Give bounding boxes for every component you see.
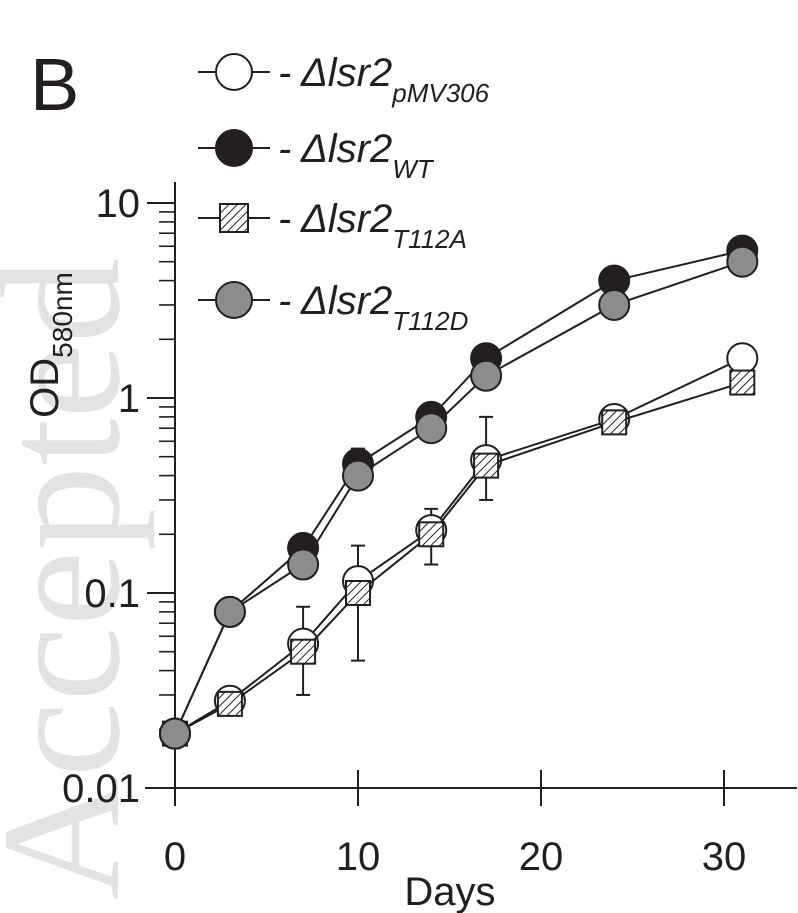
- x-tick-label: 10: [336, 835, 381, 879]
- legend-name: lsr2: [328, 279, 392, 323]
- legend-label: - Δlsr2pMV306: [278, 51, 490, 108]
- series-T112D: [159, 245, 759, 750]
- legend-item-pMV306: - Δlsr2pMV306: [198, 51, 490, 108]
- legend-name: lsr2: [328, 197, 392, 241]
- x-tick-label: 0: [164, 835, 186, 879]
- legend-prefix: - Δ: [278, 51, 328, 95]
- data-point: [159, 717, 191, 750]
- legend-marker: [215, 129, 253, 167]
- legend: - Δlsr2pMV306- Δlsr2WT- Δlsr2T112A- Δlsr…: [198, 51, 490, 336]
- plot-area: [159, 234, 759, 750]
- data-point: [598, 288, 631, 321]
- data-point: [342, 459, 374, 492]
- legend-subscript: pMV306: [391, 78, 489, 108]
- axes: 0.01 0.1 1 10 0 10 20 30: [62, 182, 797, 879]
- legend-prefix: - Δ: [278, 127, 328, 171]
- legend-marker: [215, 53, 253, 91]
- series-pMV306: [159, 342, 759, 750]
- y-axis-label: OD580nm: [23, 272, 78, 418]
- series-line: [174, 249, 743, 735]
- y-tick-label: 0.1: [84, 572, 140, 616]
- series-line: [174, 381, 743, 735]
- watermark: Accepted: [0, 258, 155, 900]
- x-tick-label: 30: [702, 835, 747, 879]
- data-point: [415, 412, 448, 445]
- data-point: [726, 245, 759, 278]
- data-point: [345, 580, 371, 606]
- data-point: [470, 359, 503, 392]
- panel-label: B: [30, 43, 79, 126]
- legend-subscript: WT: [392, 154, 435, 184]
- legend-name: lsr2: [328, 51, 392, 95]
- legend-item-T112A: - Δlsr2T112A: [198, 197, 467, 254]
- y-label-subscript: 580nm: [47, 272, 78, 358]
- legend-marker: [215, 281, 253, 319]
- y-tick-label: 10: [96, 182, 141, 226]
- legend-item-T112D: - Δlsr2T112D: [198, 279, 468, 336]
- y-tick-label: 0.01: [62, 767, 140, 811]
- legend-item-WT: - Δlsr2WT: [198, 127, 435, 184]
- data-point: [213, 595, 246, 628]
- data-point: [473, 452, 500, 479]
- legend-marker: [219, 203, 249, 233]
- legend-label: - Δlsr2T112D: [278, 279, 468, 336]
- legend-name: lsr2: [328, 127, 392, 171]
- data-point: [290, 638, 317, 665]
- series-T112A: [162, 369, 756, 747]
- x-tick-label: 20: [519, 835, 564, 879]
- legend-subscript: T112A: [392, 224, 467, 254]
- data-point: [216, 690, 243, 717]
- y-label-main: OD: [23, 358, 67, 418]
- x-axis-label: Days: [404, 870, 495, 913]
- legend-label: - Δlsr2T112A: [278, 197, 467, 254]
- data-point: [601, 409, 628, 436]
- axis-labels: B Days OD580nm: [23, 43, 496, 913]
- legend-prefix: - Δ: [278, 279, 328, 323]
- legend-label: - Δlsr2WT: [278, 127, 435, 184]
- data-point: [726, 342, 759, 375]
- y-tick-label: 1: [118, 377, 140, 421]
- data-point: [729, 369, 756, 396]
- legend-prefix: - Δ: [278, 197, 328, 241]
- watermark-text: Accepted: [0, 258, 155, 900]
- legend-subscript: T112D: [392, 306, 468, 336]
- data-point: [418, 521, 445, 548]
- series-line: [174, 357, 743, 735]
- data-point: [287, 548, 320, 581]
